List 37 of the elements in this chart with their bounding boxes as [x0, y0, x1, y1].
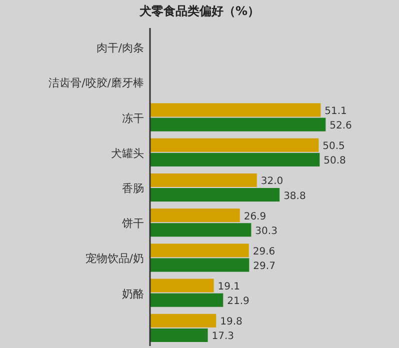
bar: [150, 173, 257, 187]
data-label: 52.6: [330, 120, 352, 132]
bar: [150, 258, 250, 272]
bar: [150, 103, 321, 117]
data-label: 29.7: [253, 261, 276, 272]
y-tick-label: 宠物饮品/奶: [85, 252, 144, 266]
y-tick-label: 香肠: [122, 182, 144, 195]
bar: [150, 293, 224, 307]
data-label: 17.3: [212, 331, 234, 342]
data-label: 30.3: [255, 226, 278, 237]
data-label: 32.0: [260, 176, 284, 188]
bar: [150, 328, 208, 342]
bar: [150, 314, 216, 328]
data-label: 50.8: [324, 156, 346, 167]
bar: [150, 223, 252, 237]
data-label: 19.8: [220, 316, 242, 328]
bar: [150, 188, 280, 202]
y-tick-label: 冻干: [122, 112, 144, 125]
data-label: 19.1: [218, 282, 240, 293]
y-tick-label: 饼干: [121, 217, 144, 230]
data-label: 51.1: [324, 106, 347, 117]
chart-title: 犬零食品类偏好（%）: [138, 4, 260, 18]
bar: [150, 138, 319, 152]
bar: [150, 278, 214, 292]
data-label: 26.9: [244, 211, 266, 222]
bar: [150, 118, 326, 132]
data-label: 38.8: [284, 190, 306, 202]
bar: [150, 208, 240, 222]
y-tick-label: 犬罐头: [111, 146, 144, 160]
data-label: 50.5: [322, 141, 345, 152]
bar: [150, 152, 320, 166]
y-tick-label: 肉干/肉条: [96, 42, 144, 55]
y-tick-label: 奶酪: [122, 287, 144, 300]
y-tick-label: 洁齿骨/咬胶/磨牙棒: [48, 76, 144, 90]
data-label: 21.9: [227, 296, 250, 308]
data-label: 29.6: [252, 246, 276, 258]
bar: [150, 244, 249, 258]
